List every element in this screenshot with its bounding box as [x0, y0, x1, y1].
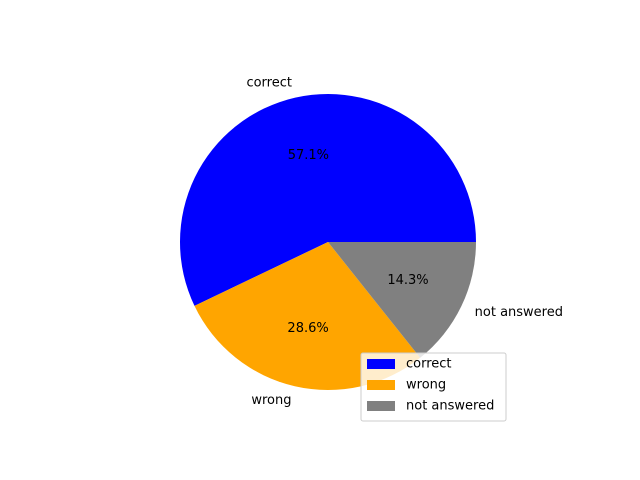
- percent-label-correct: 57.1%: [288, 148, 329, 163]
- percent-label-wrong: 28.6%: [287, 321, 328, 336]
- legend-label-not-answered: not answered: [406, 399, 494, 414]
- legend-label-wrong: wrong: [406, 378, 446, 393]
- legend-swatch-correct: [367, 359, 395, 369]
- legend-label-correct: correct: [406, 357, 452, 372]
- legend-swatch-wrong: [367, 380, 395, 390]
- pie-slice-not-answered: [328, 242, 476, 358]
- slice-label-wrong: wrong: [251, 393, 291, 408]
- legend: correct wrong not answered: [360, 352, 507, 422]
- legend-entries: correct wrong not answered: [367, 357, 494, 414]
- legend-frame: [360, 352, 507, 422]
- slice-label-not-answered: not answered: [475, 305, 563, 320]
- pie-labels: correct 57.1% wrong 28.6% not answered 14.3%: [246, 76, 563, 408]
- slice-label-correct: correct: [246, 76, 292, 91]
- pie-slices: [180, 94, 477, 391]
- legend-swatch-not-answered: [367, 401, 395, 411]
- pie-slice-correct: [180, 94, 477, 306]
- percent-label-not-answered: 14.3%: [387, 273, 428, 288]
